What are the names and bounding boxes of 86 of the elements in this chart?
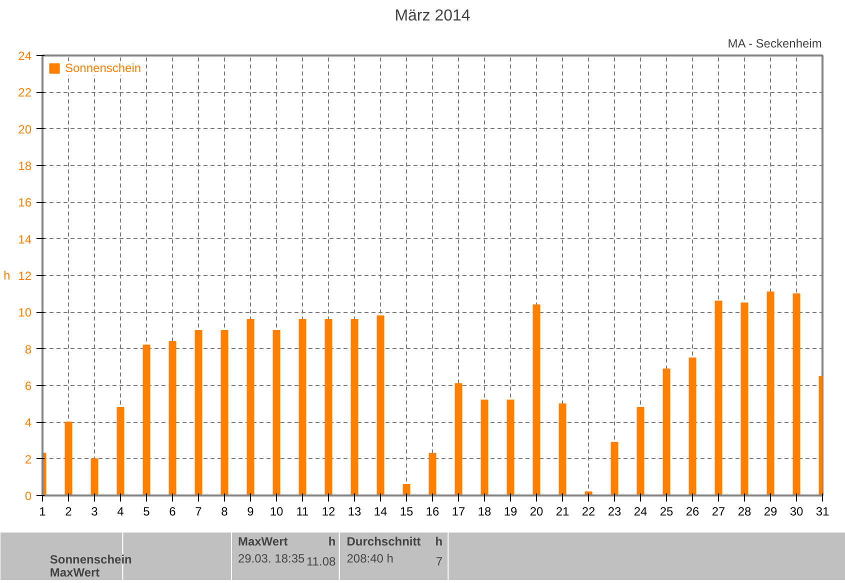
- x-tick-label: 1: [39, 504, 46, 518]
- y-tick-label: 16: [18, 196, 32, 210]
- x-tick-label: 8: [221, 504, 228, 518]
- bar: [506, 400, 514, 496]
- text: 7: [436, 554, 443, 568]
- x-tick-label: 28: [738, 504, 752, 518]
- x-tick-label: 5: [143, 504, 150, 518]
- x-tick-label: 30: [790, 504, 804, 518]
- bar: [246, 319, 254, 496]
- bar: [350, 319, 358, 496]
- bar: [636, 407, 644, 496]
- y-tick-label: 18: [18, 159, 32, 173]
- y-tick-label: 14: [18, 232, 32, 246]
- bar: [272, 330, 280, 496]
- bar: [688, 358, 696, 496]
- x-tick-label: 15: [400, 504, 414, 518]
- x-tick-label: 14: [374, 504, 388, 518]
- bar: [610, 442, 618, 496]
- bar: [64, 422, 72, 496]
- text: h: [435, 534, 443, 548]
- bar: [220, 330, 228, 496]
- bar: [454, 383, 462, 496]
- x-tick-label: 27: [712, 504, 726, 518]
- bar: [558, 403, 566, 496]
- bar: [480, 400, 488, 496]
- x-tick-label: 21: [556, 504, 570, 518]
- bar: [324, 319, 332, 496]
- bar: [402, 484, 410, 496]
- bar: [142, 344, 150, 496]
- text: h: [328, 534, 336, 548]
- text: 29.03. 18:35: [238, 552, 305, 566]
- x-tick-label: 22: [582, 504, 596, 518]
- bar: [428, 452, 436, 496]
- bar: [766, 292, 774, 496]
- y-tick-label: 10: [18, 306, 32, 320]
- y-tick-label: 4: [24, 416, 32, 430]
- x-tick-label: 17: [452, 504, 466, 518]
- x-tick-label: 19: [504, 504, 518, 518]
- x-tick-label: 11: [296, 504, 310, 518]
- x-tick-label: 29: [764, 504, 778, 518]
- x-tick-label: 31: [816, 504, 830, 518]
- bar: [792, 293, 800, 496]
- y-tick-label: 12: [18, 269, 32, 283]
- text: 208:40 h: [346, 552, 394, 566]
- x-tick-label: 6: [169, 504, 176, 518]
- x-tick-label: 13: [348, 504, 362, 518]
- bar: [194, 330, 202, 496]
- chart-subtitle: MA - Seckenheim: [728, 36, 822, 50]
- y-axis-title: h: [3, 268, 10, 282]
- x-tick-label: 20: [530, 504, 544, 518]
- bar: [298, 319, 306, 496]
- x-tick-label: 24: [634, 504, 648, 518]
- bar: [168, 341, 176, 496]
- text: MaxWert: [50, 566, 100, 580]
- bar: [714, 300, 722, 496]
- x-tick-label: 4: [117, 504, 124, 518]
- x-tick-label: 3: [91, 504, 98, 518]
- x-tick-label: 10: [270, 504, 284, 518]
- text: Durchschnitt: [346, 534, 421, 548]
- y-tick-label: 2: [24, 452, 32, 466]
- x-tick-label: 12: [322, 504, 336, 518]
- bar: [376, 315, 384, 496]
- chart-title: März 2014: [394, 8, 470, 24]
- bar: [532, 304, 540, 496]
- x-tick-label: 2: [65, 504, 72, 518]
- text: MaxWert: [238, 534, 288, 548]
- x-tick-label: 9: [247, 504, 254, 518]
- y-tick-label: 20: [18, 122, 32, 136]
- x-tick-label: 16: [426, 504, 440, 518]
- y-tick-label: 8: [24, 342, 32, 356]
- bar: [740, 302, 748, 496]
- text: 11.08: [306, 554, 336, 568]
- x-tick-label: 26: [686, 504, 700, 518]
- x-tick-label: 18: [478, 504, 492, 518]
- legend-label: Sonnenschein: [65, 61, 142, 75]
- bar: [116, 407, 124, 496]
- y-tick-label: 22: [18, 86, 32, 100]
- bar: [662, 368, 670, 496]
- y-tick-label: 24: [18, 49, 32, 63]
- text: Sonnenschein: [50, 552, 132, 566]
- y-tick-label: 0: [24, 489, 32, 503]
- x-tick-label: 23: [608, 504, 622, 518]
- y-tick-label: 6: [24, 379, 32, 393]
- x-tick-label: 25: [660, 504, 674, 518]
- x-tick-label: 7: [195, 504, 202, 518]
- bar: [90, 458, 98, 496]
